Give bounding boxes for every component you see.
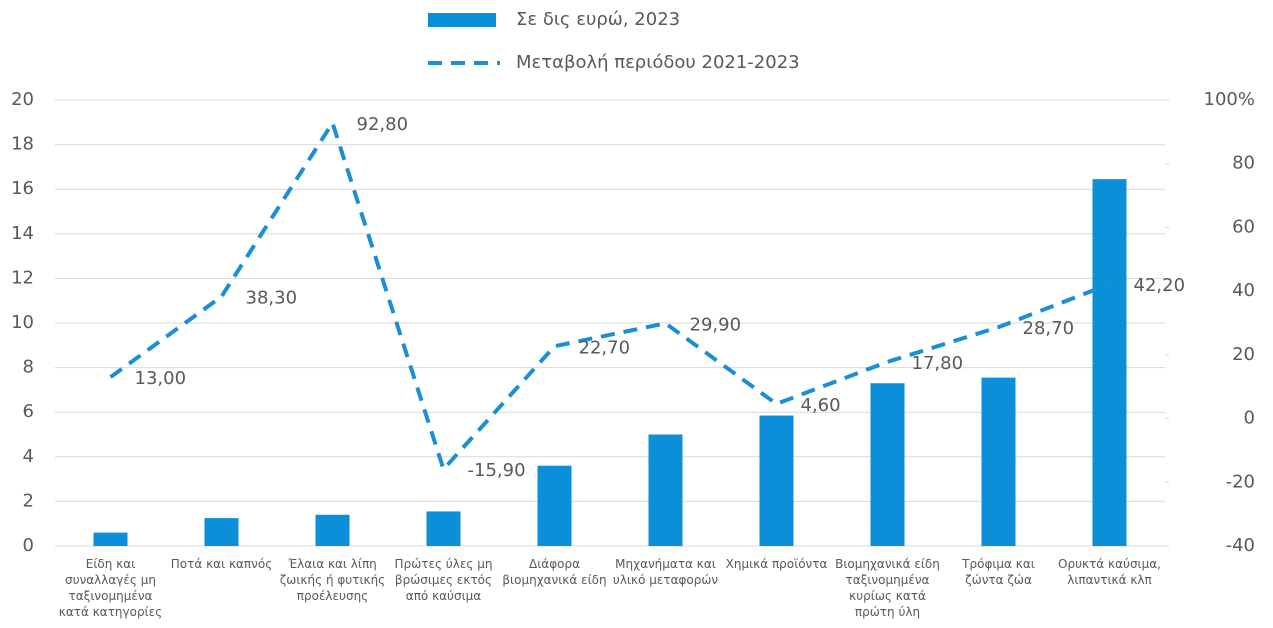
y2-tick-label: 100% <box>1204 89 1255 110</box>
x-tick-label: Ποτά και καπνός <box>170 557 273 571</box>
x-tick-label: Χημικά προϊόντα <box>725 557 828 571</box>
bar <box>537 465 572 546</box>
y-tick-label: 16 <box>11 178 34 199</box>
y-tick-label: 14 <box>11 223 34 244</box>
legend-label: Μεταβολή περιόδου 2021-2023 <box>516 52 800 73</box>
y2-tick-label: 80 <box>1232 153 1255 174</box>
y-tick-label: 10 <box>11 312 34 333</box>
legend-swatch <box>428 13 496 27</box>
bar <box>870 383 905 546</box>
bar <box>648 434 683 546</box>
data-label: 29,90 <box>690 314 742 335</box>
bar <box>93 532 128 546</box>
data-label: -15,90 <box>468 460 526 481</box>
data-label: 22,70 <box>579 337 631 358</box>
bar <box>981 377 1016 546</box>
data-label: 13,00 <box>135 368 187 389</box>
bar <box>1092 179 1127 547</box>
x-tick-label: Είδη και συναλλαγές μη ταξινομημένα κατά… <box>58 557 163 619</box>
bar <box>426 511 461 546</box>
bar <box>759 415 794 546</box>
y-tick-label: 12 <box>11 267 34 288</box>
x-tick-label: Διάφορα βιομηχανικά είδη <box>502 557 607 587</box>
line <box>109 118 1111 474</box>
y2-tick-label: -20 <box>1226 471 1255 492</box>
y-tick-label: 18 <box>11 134 34 155</box>
bar <box>204 518 239 546</box>
x-tick-label: Έλαια και λίπη ζωικής ή φυτικής προέλευσ… <box>279 557 386 603</box>
y2-tick-label: -40 <box>1226 535 1255 556</box>
x-tick-label: Ορυκτά καύσιμα, λιπαντικά κλπ <box>1058 557 1161 587</box>
y-tick-label: 2 <box>23 490 34 511</box>
data-label: 42,20 <box>1134 275 1186 296</box>
data-label: 28,70 <box>1023 318 1075 339</box>
y2-tick-label: 20 <box>1232 344 1255 365</box>
y-tick-label: 0 <box>23 535 34 556</box>
x-tick-label: Πρώτες ύλες μη βρώσιμες εκτός από καύσιμ… <box>394 557 493 603</box>
bar <box>315 514 350 546</box>
y2-tick-label: 60 <box>1232 216 1255 237</box>
legend-label: Σε δις ευρώ, 2023 <box>516 9 680 30</box>
data-label: 92,80 <box>357 114 409 135</box>
y-tick-label: 6 <box>23 401 34 422</box>
x-tick-label: Τρόφιμα και ζώντα ζώα <box>962 557 1035 587</box>
data-label: 38,30 <box>246 288 298 309</box>
y-tick-label: 8 <box>23 357 34 378</box>
y-tick-label: 20 <box>11 89 34 110</box>
y2-tick-label: 40 <box>1232 280 1255 301</box>
data-label: 17,80 <box>912 353 964 374</box>
y-tick-label: 4 <box>23 446 34 467</box>
y2-tick-label: 0 <box>1244 408 1255 429</box>
data-label: 4,60 <box>801 395 841 416</box>
x-tick-label: Μηχανήματα και υλικό μεταφορών <box>612 557 719 587</box>
x-tick-label: Βιομηχανικά είδη ταξινομημένα κυρίως κατ… <box>835 557 940 619</box>
